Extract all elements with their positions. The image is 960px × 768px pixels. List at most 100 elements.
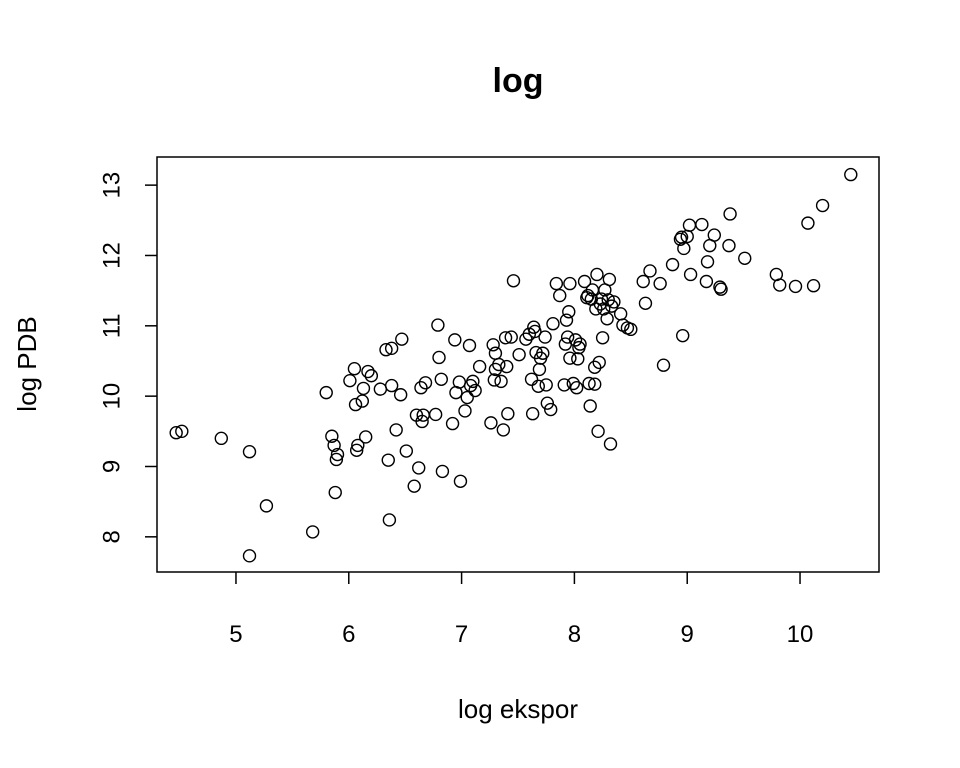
- data-point: [506, 274, 521, 288]
- data-point: [487, 373, 502, 387]
- data-point: [355, 394, 370, 408]
- data-point: [665, 257, 680, 272]
- y-tick-label: 8: [98, 530, 125, 543]
- data-point: [536, 346, 550, 360]
- data-point: [349, 443, 364, 458]
- data-point: [588, 377, 602, 391]
- data-point: [524, 372, 539, 386]
- data-point: [546, 317, 560, 331]
- data-point: [496, 423, 511, 437]
- y-tick-label: 10: [98, 383, 125, 410]
- data-point: [582, 376, 596, 391]
- x-tick-label: 8: [568, 621, 581, 648]
- y-axis-label: log PDB: [12, 316, 42, 411]
- data-point: [677, 241, 691, 256]
- data-point: [707, 228, 721, 242]
- data-points: [169, 167, 858, 563]
- data-point: [242, 445, 257, 459]
- data-point: [700, 255, 715, 269]
- data-point: [595, 331, 610, 345]
- data-point: [714, 282, 728, 296]
- data-point: [414, 381, 428, 395]
- data-point: [560, 330, 575, 344]
- data-point: [589, 302, 603, 316]
- x-tick-label: 6: [342, 621, 355, 648]
- x-tick-label: 7: [455, 621, 468, 648]
- data-point: [445, 416, 460, 431]
- data-point: [327, 438, 341, 453]
- data-point: [525, 407, 540, 421]
- data-point: [594, 292, 609, 306]
- x-tick-label: 9: [681, 621, 694, 648]
- data-point: [329, 452, 344, 467]
- data-point: [432, 350, 446, 365]
- data-point: [676, 328, 690, 343]
- data-point: [563, 351, 577, 365]
- data-point: [788, 279, 803, 294]
- data-point: [653, 276, 667, 291]
- data-point: [566, 376, 580, 391]
- data-point: [592, 355, 606, 370]
- data-point: [603, 437, 618, 451]
- data-point: [624, 322, 638, 337]
- data-point: [559, 313, 574, 327]
- data-point: [382, 513, 397, 527]
- data-point: [214, 431, 229, 446]
- data-point: [643, 264, 657, 278]
- data-point: [393, 388, 408, 402]
- data-point: [806, 279, 821, 293]
- data-point: [602, 272, 617, 287]
- data-point: [607, 295, 621, 309]
- data-point: [815, 198, 830, 213]
- data-point: [773, 278, 787, 292]
- data-point: [399, 444, 414, 458]
- data-point: [549, 276, 564, 291]
- data-point: [539, 378, 553, 392]
- data-point: [351, 438, 365, 453]
- data-point: [389, 423, 403, 437]
- data-point: [458, 404, 472, 418]
- y-tick-label: 13: [98, 172, 125, 199]
- data-point: [431, 318, 445, 332]
- data-point: [588, 360, 602, 375]
- data-point: [722, 238, 736, 253]
- y-tick-label: 9: [98, 460, 125, 473]
- data-point: [328, 485, 342, 500]
- data-point: [364, 369, 379, 383]
- data-point: [500, 359, 514, 374]
- data-point: [359, 430, 373, 444]
- data-point: [330, 447, 345, 462]
- data-point: [384, 378, 399, 393]
- data-point: [418, 376, 433, 390]
- data-point: [347, 362, 362, 376]
- data-point: [395, 332, 409, 346]
- data-point: [844, 167, 858, 182]
- data-point: [601, 293, 615, 307]
- data-point: [801, 216, 815, 230]
- data-point: [638, 296, 653, 311]
- data-point: [600, 312, 614, 326]
- data-point: [259, 499, 274, 513]
- data-point: [695, 217, 709, 232]
- data-point: [544, 402, 558, 417]
- data-point: [504, 330, 518, 344]
- data-point: [656, 358, 671, 372]
- data-point: [673, 232, 688, 246]
- data-point: [319, 385, 333, 400]
- data-point: [569, 381, 584, 395]
- data-point: [538, 330, 552, 344]
- data-point: [428, 407, 443, 422]
- data-point: [305, 525, 320, 539]
- x-axis-label: log ekspor: [458, 694, 578, 724]
- y-axis: 8 9 10 11 12 13: [98, 172, 157, 544]
- data-point: [435, 464, 450, 479]
- data-point: [472, 359, 487, 374]
- data-point: [591, 424, 605, 439]
- chart-title: log: [493, 62, 544, 100]
- data-point: [562, 305, 576, 319]
- x-axis: 5 6 7 8 9 10: [229, 572, 813, 648]
- data-point: [484, 416, 498, 430]
- data-point: [348, 397, 363, 412]
